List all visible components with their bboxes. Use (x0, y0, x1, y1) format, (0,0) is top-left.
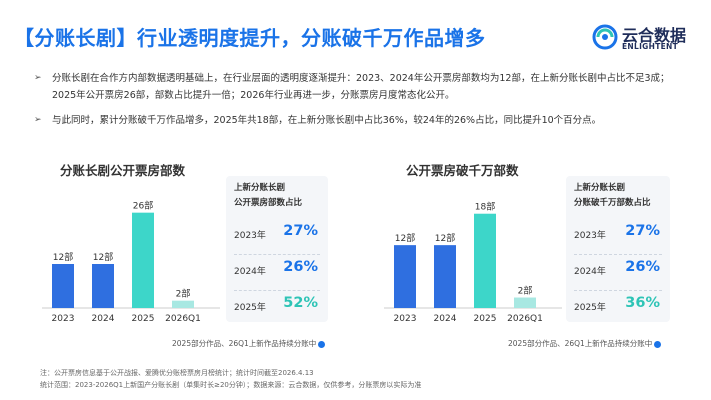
data-label: 12部 (93, 251, 113, 263)
left-bar-chart: 12部 2023 12部 2024 26部 2025 2部 2026Q1 (42, 200, 220, 324)
left-side-title-2: 公开票房部数占比 (234, 198, 303, 208)
logo-subtext: ENLIGHTENT (622, 42, 679, 51)
left-side-panel: 上新分账长剧 公开票房部数占比 2023年 27% 2024年 26% 2025… (226, 176, 328, 322)
row-year: 2025年 (234, 303, 266, 313)
data-label: 12部 (395, 232, 415, 244)
bar-2026Q1 (172, 300, 194, 308)
data-label: 2部 (518, 285, 533, 297)
row-year: 2023年 (234, 231, 266, 241)
x-tick-label: 2026Q1 (507, 314, 543, 324)
row-pct: 26% (283, 259, 318, 275)
logo-icon (592, 24, 618, 50)
row-year: 2024年 (574, 267, 606, 277)
row-divider (574, 254, 662, 255)
row-pct: 27% (283, 223, 318, 239)
logo-text: 云合数据 (622, 26, 687, 45)
x-tick-label: 2023 (52, 314, 75, 324)
row-year: 2024年 (234, 267, 266, 277)
bullet-1: ➢ 分账长剧在合作方内部数据透明基础上，在行业层面的透明度逐渐提升：2023、2… (34, 70, 682, 104)
arrow-icon: ➢ (34, 73, 42, 83)
right-chart-title: 公开票房破千万部数 (406, 163, 519, 178)
bullet-1-text: 分账长剧在合作方内部数据透明基础上，在行业层面的透明度逐渐提升：2023、202… (52, 73, 670, 101)
data-label: 18部 (475, 201, 495, 213)
right-note: 2025部分作品、26Q1上新作品持续分账中 (508, 338, 662, 349)
left-chart-title: 分账长剧公开票房部数 (60, 163, 186, 178)
left-row-2023: 2023年 27% (226, 220, 328, 248)
right-note-text: 2025部分作品、26Q1上新作品持续分账中 (508, 339, 653, 348)
row-divider (574, 290, 662, 291)
right-row-2024: 2024年 26% (566, 256, 670, 284)
x-tick-label: 2025 (132, 314, 155, 324)
data-label: 26部 (133, 200, 153, 212)
page-title: 【分账长剧】行业透明度提升，分账破千万作品增多 (14, 26, 486, 50)
row-divider (234, 254, 320, 255)
footnote-1: 注：公开票房信息基于公开战报、爱腾优分账榜票房月榜统计；统计时间截至2026.4… (40, 369, 314, 377)
bar-2024 (92, 264, 114, 308)
row-pct: 27% (625, 223, 660, 239)
bullet-2-text: 与此同时，累计分账破千万作品增多，2025年共18部，在上新分账长剧中占比36%… (52, 115, 602, 126)
bar-2023 (394, 245, 416, 308)
right-side-panel: 上新分账长剧 分账破千万部数占比 2023年 27% 2024年 26% 202… (566, 176, 670, 322)
row-pct: 36% (625, 295, 660, 311)
x-tick-label: 2024 (92, 314, 115, 324)
bar-2025 (132, 212, 154, 308)
info-dot-icon (654, 340, 662, 348)
left-side-title-1: 上新分账长剧 (234, 183, 286, 193)
row-divider (234, 290, 320, 291)
right-side-title-1: 上新分账长剧 (574, 183, 626, 193)
x-tick-label: 2025 (474, 314, 497, 324)
right-row-2025: 2025年 36% (566, 292, 670, 320)
x-tick-label: 2023 (394, 314, 417, 324)
row-year: 2023年 (574, 231, 606, 241)
brand-logo: 云合数据 ENLIGHTENT (592, 22, 704, 56)
bullet-2: ➢ 与此同时，累计分账破千万作品增多，2025年共18部，在上新分账长剧中占比3… (34, 112, 682, 129)
left-row-2024: 2024年 26% (226, 256, 328, 284)
row-year: 2025年 (574, 303, 606, 313)
right-bar-chart: 12部 2023 12部 2024 18部 2025 2部 2026Q1 (384, 201, 562, 324)
arrow-icon: ➢ (34, 115, 42, 125)
bar-2025 (474, 213, 496, 308)
info-dot-icon (318, 340, 326, 348)
bar-2024 (434, 245, 456, 308)
data-label: 2部 (176, 288, 191, 300)
left-note: 2025部分作品、26Q1上新作品持续分账中 (172, 338, 326, 349)
row-pct: 26% (625, 259, 660, 275)
bar-2026Q1 (514, 297, 536, 308)
x-tick-label: 2026Q1 (165, 314, 201, 324)
data-label: 12部 (435, 232, 455, 244)
x-tick-label: 2024 (434, 314, 457, 324)
bar-2023 (52, 264, 74, 308)
right-side-title-2: 分账破千万部数占比 (574, 198, 651, 208)
footnote-2: 统计范围：2023-2026Q1上新国产分账长剧（单集时长≥20分钟）；数据来源… (40, 381, 422, 389)
left-note-text: 2025部分作品、26Q1上新作品持续分账中 (172, 339, 317, 348)
right-row-2023: 2023年 27% (566, 220, 670, 248)
left-row-2025: 2025年 52% (226, 292, 328, 320)
row-pct: 52% (283, 295, 318, 311)
data-label: 12部 (53, 251, 73, 263)
